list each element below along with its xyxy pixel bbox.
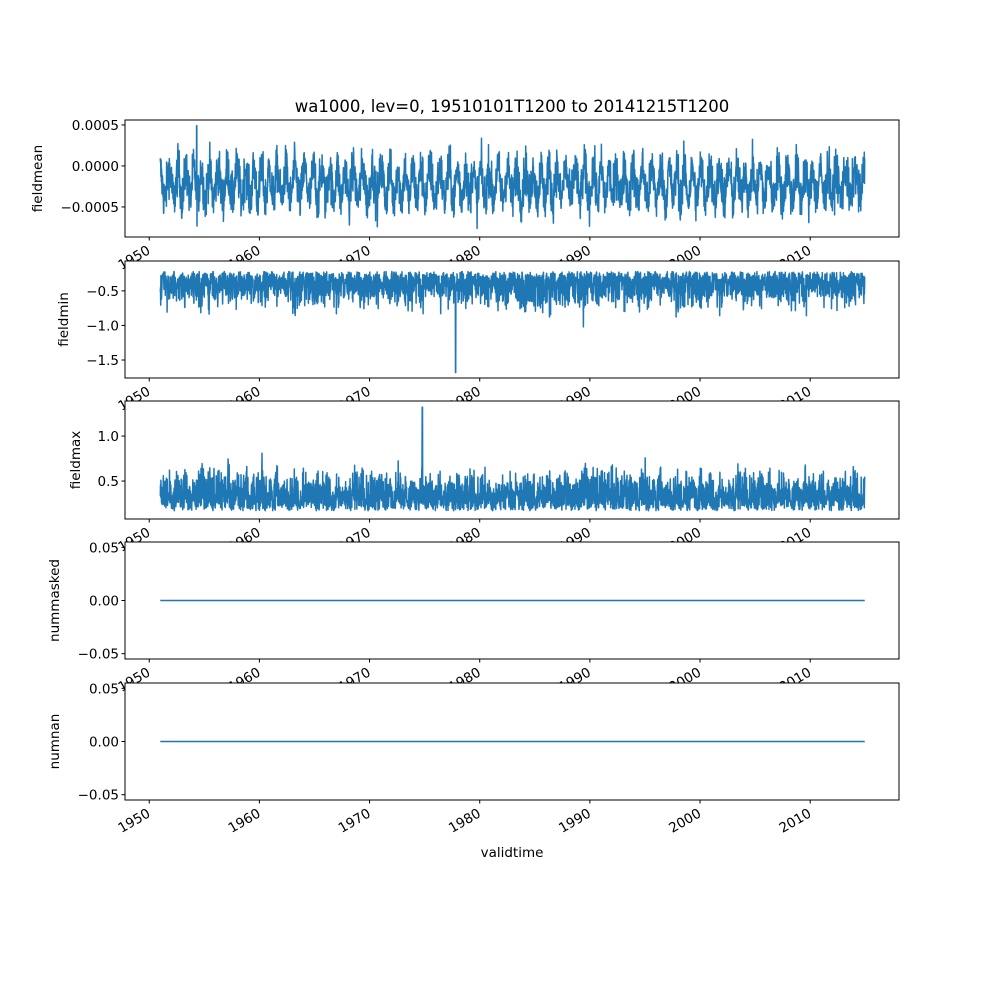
series-line-fieldmin (159, 270, 866, 374)
x-tick-label: 1970 (336, 806, 374, 837)
x-tick-label: 1990 (556, 806, 594, 837)
y-tick-label: 0.05 (89, 540, 119, 556)
y-tick-label: 0.00 (89, 735, 119, 751)
y-axis-label: fieldmax (68, 431, 84, 490)
y-tick-label: −0.0005 (60, 200, 119, 216)
y-tick-label: 1.0 (98, 429, 119, 445)
y-tick-label: −1.5 (86, 353, 119, 369)
y-tick-label: 0.0000 (72, 159, 119, 175)
x-tick-label: 1960 (226, 806, 264, 837)
y-tick-label: −0.05 (78, 788, 119, 804)
y-tick-label: 0.5 (98, 474, 119, 490)
x-tick-label: 1950 (115, 806, 153, 837)
y-tick-label: −0.5 (86, 284, 119, 300)
series-line-fieldmax (159, 406, 866, 512)
y-axis-label: nummasked (47, 559, 63, 642)
y-axis-label: fieldmin (56, 292, 72, 347)
axes-frame (124, 260, 900, 379)
y-tick-label: −1.0 (86, 318, 119, 334)
axes-frame (124, 119, 900, 238)
y-tick-label: 0.00 (89, 594, 119, 610)
y-tick-label: 0.05 (89, 681, 119, 697)
axes-frame (124, 400, 900, 520)
series-line-fieldmean (159, 124, 866, 230)
y-tick-label: −0.05 (78, 647, 119, 663)
x-tick-label: 2010 (776, 806, 814, 837)
chart-title: wa1000, lev=0, 19510101T1200 to 20141215… (295, 97, 730, 116)
x-tick-label: 1980 (446, 806, 484, 837)
y-axis-label: fieldmean (30, 145, 46, 212)
y-axis-label: numnan (47, 714, 63, 770)
y-tick-label: 0.0005 (72, 118, 119, 134)
x-axis-label: validtime (481, 845, 544, 861)
panel-numnan: 0.05 0.00 −0.05 numnan 1950 1960 1970 1980 1990 2… (47, 681, 900, 837)
x-tick-label: 2000 (666, 806, 704, 837)
